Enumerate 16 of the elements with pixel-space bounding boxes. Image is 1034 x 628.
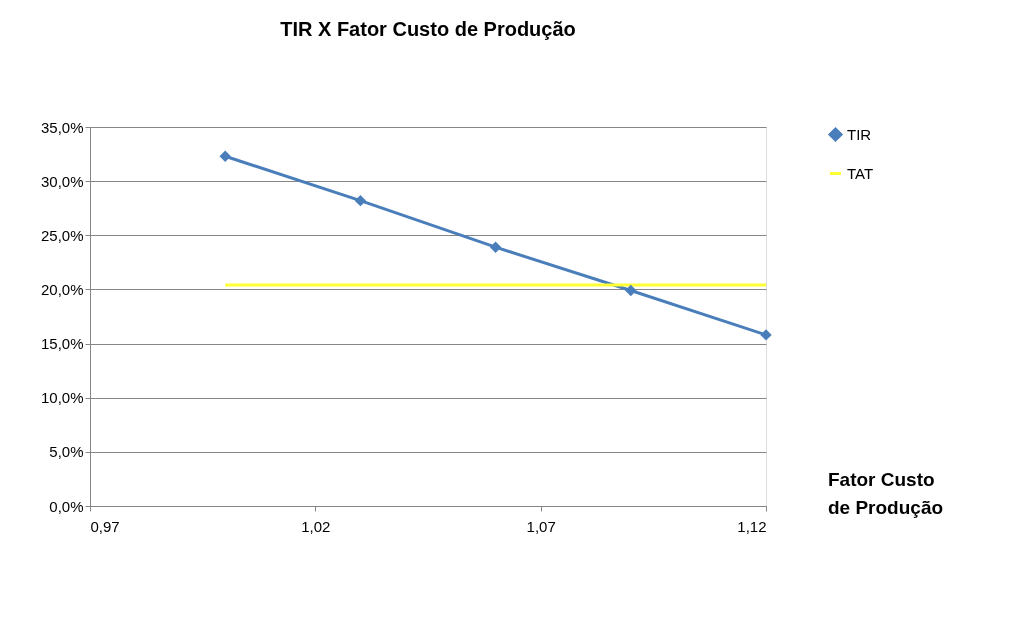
y-tick-label: 30,0% — [40, 172, 84, 190]
y-tick-label: 35,0% — [40, 118, 84, 136]
y-tick-label: 5,0% — [49, 443, 84, 461]
legend-label: TAT — [847, 164, 874, 182]
x-tick-label: 1,02 — [301, 517, 331, 535]
x-tick-label: 1,12 — [737, 517, 767, 535]
y-tick-label: 10,0% — [40, 389, 84, 407]
chart-title: TIR X Fator Custo de Produção — [280, 18, 576, 40]
x-tick-label: 1,07 — [526, 517, 556, 535]
legend-label: TIR — [847, 125, 872, 143]
y-tick-label: 0,0% — [49, 497, 84, 515]
y-tick-label: 20,0% — [40, 280, 84, 298]
x-tick-label: 0,97 — [90, 517, 120, 535]
x-axis-title: Fator Custo de Produção — [828, 469, 944, 518]
y-tick-label: 15,0% — [40, 335, 84, 353]
y-tick-label: 25,0% — [40, 226, 84, 244]
